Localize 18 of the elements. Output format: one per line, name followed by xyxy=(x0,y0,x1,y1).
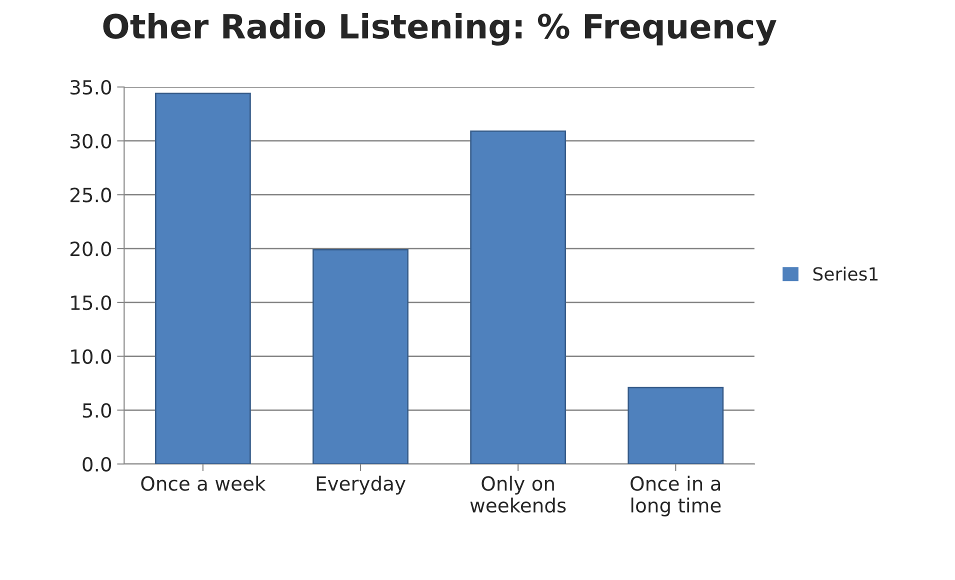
y-tick-label: 30.0 xyxy=(70,134,112,149)
y-tick-label: 5.0 xyxy=(82,403,112,418)
chart-title: Other Radio Listening: % Frequency xyxy=(103,13,776,46)
y-tick-label: 20.0 xyxy=(70,242,112,256)
y-tick-label: 0.0 xyxy=(82,456,112,472)
x-tick-label: Only on weekends xyxy=(470,476,566,513)
bar xyxy=(312,248,408,464)
bar xyxy=(628,386,724,464)
x-tick-label: Once a week xyxy=(141,476,266,491)
legend-label: Series1 xyxy=(813,266,878,281)
x-tick-label: Everyday xyxy=(316,476,406,495)
y-tick-label: 35.0 xyxy=(70,80,112,95)
x-tick-label: Once in a long time xyxy=(630,476,721,516)
bar xyxy=(154,92,251,464)
y-tick-label: 10.0 xyxy=(71,349,112,364)
bar xyxy=(470,130,566,464)
y-tick-label: 15.0 xyxy=(71,295,112,310)
y-tick-label: 25.0 xyxy=(70,188,112,202)
